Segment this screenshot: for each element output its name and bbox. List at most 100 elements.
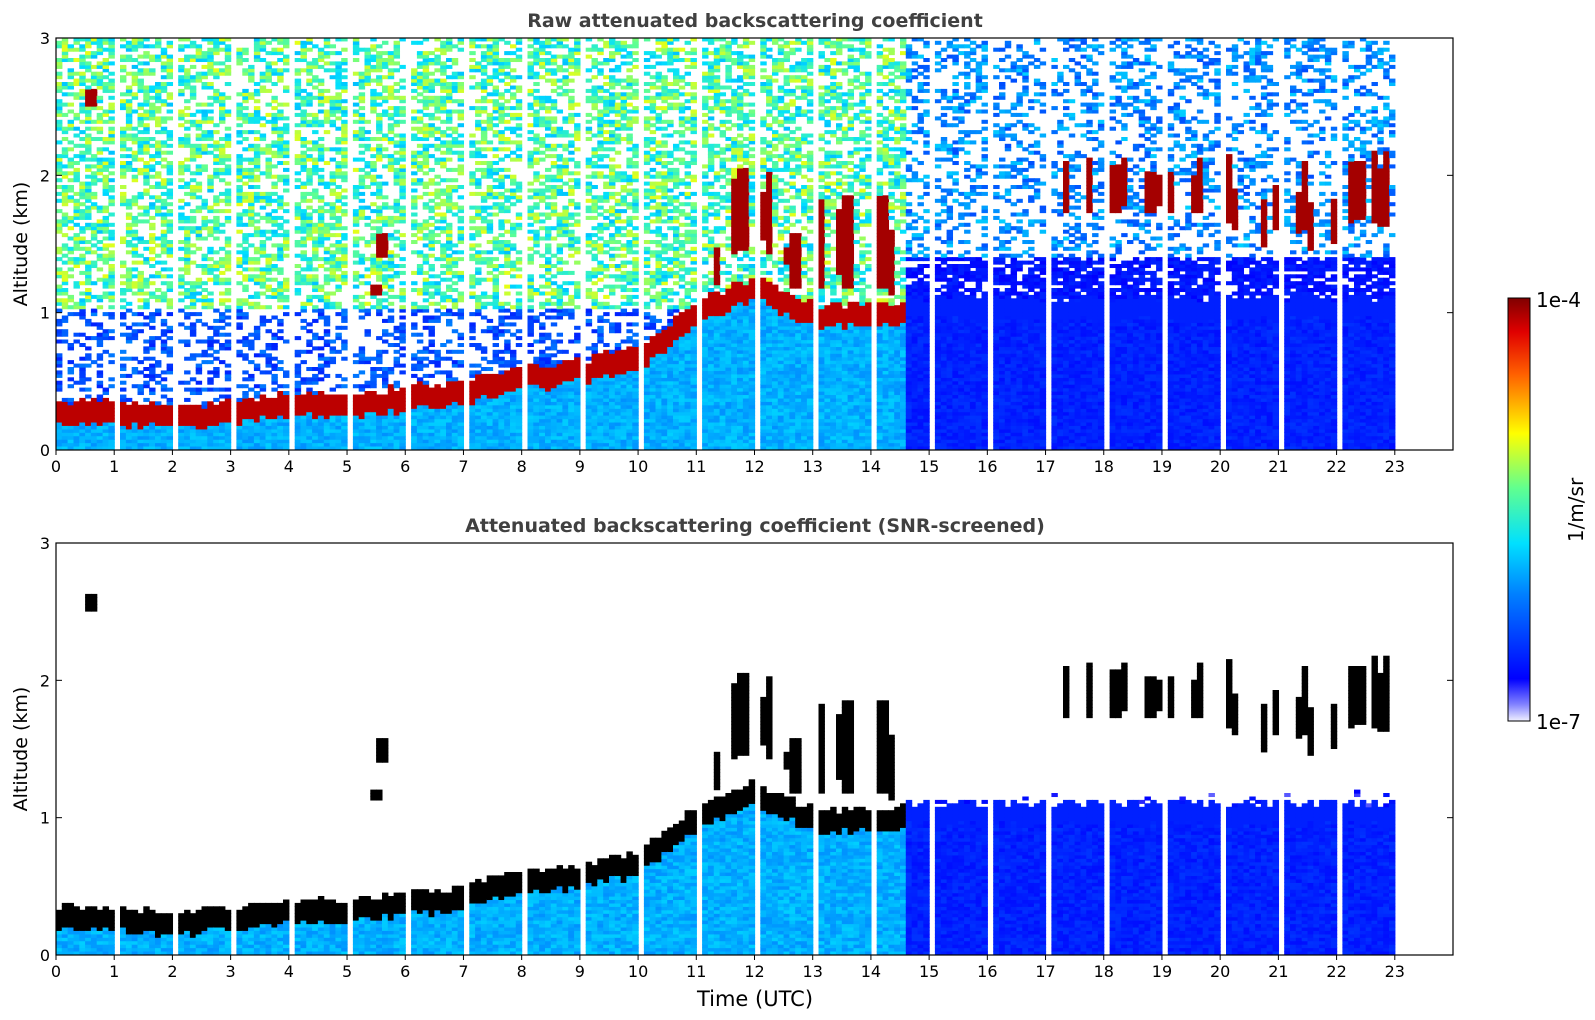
- heatmap-cell: [382, 240, 389, 245]
- heatmap-cell: [434, 161, 441, 166]
- heatmap-cell: [393, 253, 401, 258]
- heatmap-cell: [271, 95, 278, 100]
- heatmap-cell: [61, 191, 69, 196]
- heatmap-cell: [67, 250, 75, 255]
- heatmap-cell: [56, 404, 63, 409]
- heatmap-cell: [434, 415, 441, 420]
- heatmap-cell: [451, 243, 459, 248]
- heatmap-cell: [56, 71, 63, 76]
- heatmap-cell: [160, 75, 168, 80]
- heatmap-cell: [143, 291, 150, 296]
- heatmap-cell: [428, 343, 435, 348]
- heatmap-cell: [224, 253, 232, 258]
- heatmap-cell: [219, 95, 226, 100]
- heatmap-cell: [213, 174, 220, 179]
- heatmap-cell: [120, 446, 127, 450]
- heatmap-cell: [155, 95, 162, 100]
- heatmap-cell: [312, 188, 319, 193]
- heatmap-cell: [352, 401, 360, 406]
- heatmap-cell: [480, 418, 488, 423]
- heatmap-cell: [155, 401, 162, 406]
- heatmap-cell: [259, 284, 267, 289]
- heatmap-cell: [434, 137, 441, 142]
- heatmap-cell: [90, 322, 98, 327]
- heatmap-cell: [90, 38, 98, 42]
- heatmap-cell: [434, 205, 441, 210]
- heatmap-cell: [422, 373, 430, 378]
- heatmap-cell: [422, 415, 430, 420]
- heatmap-cell: [236, 116, 243, 121]
- heatmap-cell: [440, 143, 447, 148]
- heatmap-cell: [440, 298, 447, 303]
- heatmap-cell: [248, 112, 255, 117]
- heatmap-cell: [475, 154, 482, 159]
- heatmap-cell: [131, 284, 139, 289]
- heatmap-cell: [352, 298, 360, 303]
- heatmap-cell: [213, 229, 220, 234]
- heatmap-cell: [358, 181, 366, 186]
- heatmap-cell: [61, 40, 69, 45]
- heatmap-cell: [370, 236, 377, 241]
- heatmap-cell: [213, 415, 220, 420]
- heatmap-cell: [184, 421, 191, 426]
- heatmap-cell: [387, 421, 395, 426]
- heatmap-cell: [96, 164, 104, 169]
- heatmap-cell: [428, 253, 435, 258]
- heatmap-cell: [224, 428, 232, 433]
- heatmap-cell: [259, 229, 267, 234]
- heatmap-cell: [85, 267, 92, 272]
- heatmap-cell: [376, 270, 383, 275]
- heatmap-cell: [248, 294, 255, 299]
- heatmap-cell: [341, 85, 348, 90]
- heatmap-cell: [219, 301, 226, 306]
- heatmap-cell: [120, 367, 127, 372]
- heatmap-cell: [265, 68, 272, 73]
- heatmap-cell: [312, 336, 319, 341]
- heatmap-cell: [253, 325, 261, 330]
- heatmap-cell: [515, 442, 523, 447]
- heatmap-cell: [259, 198, 267, 203]
- heatmap-cell: [143, 38, 150, 42]
- heatmap-cell: [201, 133, 208, 138]
- heatmap-cell: [207, 58, 214, 63]
- heatmap-cell: [492, 394, 500, 399]
- heatmap-cell: [446, 284, 453, 289]
- heatmap-cell: [219, 404, 226, 409]
- heatmap-cell: [498, 404, 505, 409]
- heatmap-cell: [178, 428, 185, 433]
- heatmap-cell: [207, 61, 214, 66]
- heatmap-cell: [510, 446, 517, 450]
- heatmap-cell: [271, 164, 278, 169]
- heatmap-cell: [323, 411, 331, 416]
- heatmap-cell: [160, 219, 168, 224]
- heatmap-cell: [224, 442, 232, 447]
- heatmap-cell: [201, 301, 208, 306]
- heatmap-cell: [515, 421, 523, 426]
- heatmap-cell: [294, 240, 302, 245]
- heatmap-cell: [61, 51, 69, 56]
- heatmap-cell: [224, 411, 232, 416]
- heatmap-cell: [236, 349, 243, 354]
- heatmap-cell: [446, 88, 453, 93]
- heatmap-cell: [387, 161, 395, 166]
- heatmap-cell: [457, 332, 465, 337]
- heatmap-cell: [277, 133, 284, 138]
- heatmap-cell: [219, 401, 226, 406]
- heatmap-cell: [422, 425, 430, 430]
- heatmap-cell: [125, 281, 133, 286]
- heatmap-cell: [219, 229, 226, 234]
- heatmap-cell: [178, 171, 185, 176]
- heatmap-cell: [422, 54, 430, 59]
- heatmap-cell: [451, 250, 459, 255]
- heatmap-cell: [376, 253, 383, 258]
- heatmap-cell: [300, 154, 307, 159]
- heatmap-cell: [364, 428, 371, 433]
- heatmap-cell: [446, 370, 453, 375]
- heatmap-cell: [61, 404, 69, 409]
- heatmap-cell: [213, 236, 220, 241]
- heatmap-cell: [335, 401, 342, 406]
- heatmap-cell: [108, 284, 115, 289]
- heatmap-cell: [155, 106, 162, 111]
- heatmap-cell: [265, 346, 272, 351]
- heatmap-cell: [312, 222, 319, 227]
